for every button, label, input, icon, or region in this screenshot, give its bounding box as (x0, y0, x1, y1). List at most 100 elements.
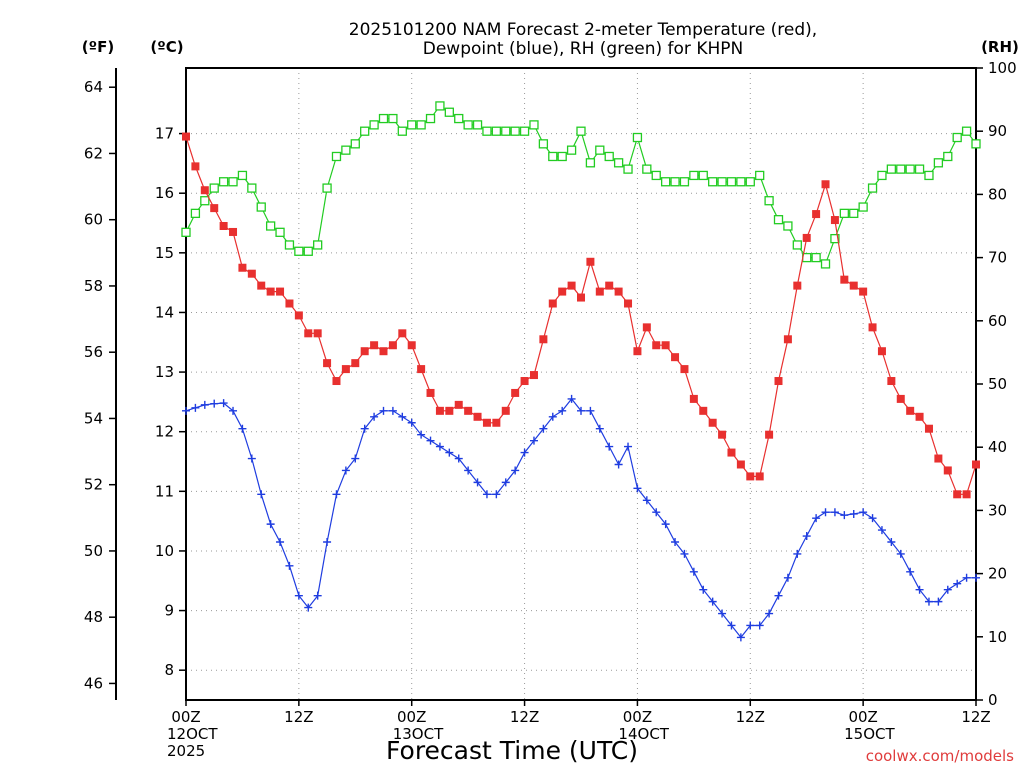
rh-axis: 0 10 20 30 40 50 60 70 80 90 100 (976, 59, 1017, 709)
dewpoint-point (323, 538, 332, 546)
rh-point (425, 113, 436, 124)
tick-label: 00Z (623, 708, 652, 726)
dewpoint-point (426, 436, 435, 445)
tick-label: 56 (84, 343, 103, 361)
temperature-point (915, 412, 924, 421)
temperature-point (924, 424, 933, 433)
rh-point (463, 120, 473, 130)
temperature-point (877, 347, 886, 356)
temperature-point (200, 186, 209, 195)
dewpoint-point (276, 538, 285, 546)
dewpoint-point (247, 454, 256, 463)
temperature-point (680, 365, 689, 374)
temperature-point (341, 365, 350, 374)
tick-label: 50 (988, 375, 1007, 393)
temperature-point (671, 353, 680, 362)
dewpoint-point (210, 399, 219, 408)
temperature-point (633, 347, 642, 356)
temperature-point (755, 472, 764, 481)
dewpoint-point (614, 460, 623, 469)
dewpoint-point (398, 412, 407, 421)
dewpoint-point (520, 448, 529, 457)
temperature-point (464, 406, 473, 415)
dewpoint-point (699, 585, 708, 594)
temperature-point (191, 162, 200, 171)
dewpoint-point (736, 633, 745, 642)
tick-label: 13 (155, 363, 174, 381)
temperature-point (652, 341, 661, 350)
temperature-point (699, 406, 708, 415)
dewpoint-point (605, 442, 614, 451)
dewpoint-point (934, 597, 943, 606)
rh-point (491, 126, 502, 136)
tick-label: 58 (84, 277, 103, 295)
rh-point (566, 145, 577, 155)
dewpoint-point (482, 490, 491, 499)
rh-point (595, 145, 605, 155)
tick-label: 17 (155, 125, 174, 143)
tick-label: 14OCT (618, 725, 669, 743)
celsius-axis: 8 9 10 11 12 13 14 15 16 17 (155, 125, 186, 679)
dewpoint-point (746, 621, 755, 630)
dewpoint-point (680, 549, 689, 558)
dewpoint-point (379, 406, 388, 415)
temperature-point (558, 287, 567, 296)
dewpoint-point (417, 430, 426, 439)
dewpoint-point (558, 406, 567, 415)
dewpoint-point (435, 442, 444, 451)
tick-label: 2025 (167, 742, 205, 760)
plot-area-frame (185, 67, 977, 701)
temperature-point (868, 323, 877, 332)
tick-label: 80 (988, 185, 1007, 203)
dewpoint-point (511, 466, 520, 475)
rh-point (783, 221, 793, 231)
celsius-unit-label: (ºC) (150, 38, 183, 56)
temperature-point (417, 365, 426, 374)
rh-point (623, 164, 633, 174)
tick-label: 90 (988, 122, 1007, 140)
temperature-point (304, 329, 313, 338)
dewpoint-point (285, 561, 294, 570)
tick-label: 50 (84, 542, 103, 560)
temperature-point (388, 341, 397, 350)
dewpoint-point (849, 509, 858, 518)
tick-label: 15 (155, 244, 174, 262)
tick-label: 12Z (961, 708, 990, 726)
temperature-point (962, 490, 971, 499)
temperature-point (774, 377, 783, 386)
tick-label: 60 (84, 211, 103, 229)
dewpoint-point (229, 406, 238, 415)
dewpoint-point (200, 400, 209, 409)
temperature-point (624, 299, 633, 308)
temperature-point (454, 400, 463, 409)
tick-label: 40 (988, 438, 1007, 456)
rh-point (435, 101, 445, 111)
tick-label: 16 (155, 184, 174, 202)
dewpoint-point (943, 585, 952, 594)
temperature-point (840, 275, 849, 284)
dewpoint-point (595, 424, 604, 433)
dewpoint-point (727, 621, 736, 630)
dewpoint-point (388, 406, 397, 415)
dewpoint-point (294, 591, 303, 600)
temperature-point (661, 341, 670, 350)
rh-point (331, 151, 342, 162)
dewpoint-line (185, 397, 976, 639)
temperature-point (906, 406, 915, 415)
rh-point (576, 126, 586, 136)
tick-label: 62 (84, 144, 103, 162)
rh-point (247, 183, 257, 193)
temperature-point (445, 406, 454, 415)
tick-label: 30 (988, 501, 1007, 519)
grid-lines (186, 68, 976, 700)
temperature-point (953, 490, 962, 499)
temperature-point (727, 448, 736, 457)
temperature-point (511, 388, 520, 397)
temperature-point (783, 335, 792, 344)
tick-label: 00Z (171, 708, 200, 726)
rh-point (604, 151, 614, 162)
dewpoint-point (718, 609, 727, 618)
dewpoint-point (586, 406, 595, 415)
rh-point (472, 120, 483, 130)
rh-point (519, 126, 530, 136)
